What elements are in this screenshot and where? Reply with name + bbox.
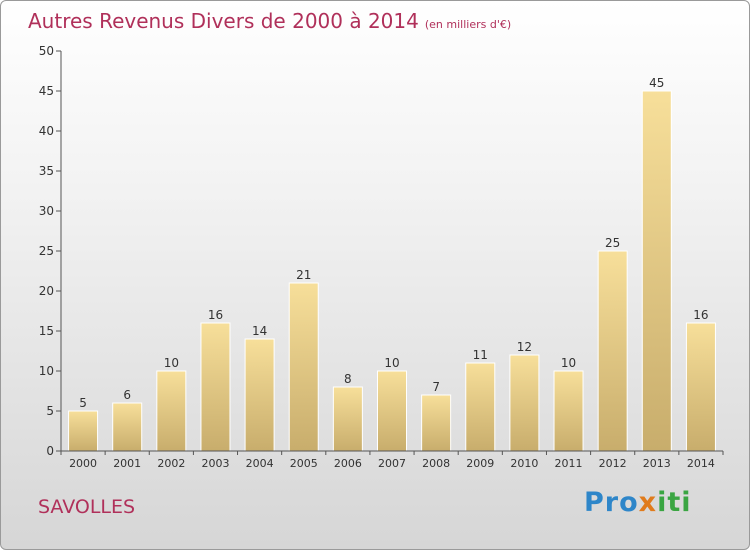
- data-label-2004: 14: [252, 324, 267, 338]
- data-label-2014: 16: [693, 308, 708, 322]
- x-tick-label-2012: 2012: [599, 457, 627, 470]
- bar-2011: [553, 370, 584, 452]
- bar-2008: [421, 394, 452, 452]
- y-tick-label-0: 0: [46, 444, 54, 458]
- bar-2010: [509, 354, 540, 452]
- y-tick-label-25: 25: [39, 244, 54, 258]
- bar-2007: [377, 370, 407, 452]
- x-tick-label-2001: 2001: [113, 457, 141, 470]
- x-tick-label-2009: 2009: [466, 457, 494, 470]
- data-label-2002: 10: [164, 356, 179, 370]
- x-tick-label-2013: 2013: [643, 457, 671, 470]
- data-label-2007: 10: [384, 356, 399, 370]
- y-tick-label-10: 10: [39, 364, 54, 378]
- data-label-2001: 6: [123, 388, 131, 402]
- logo-part-1: Pro: [584, 487, 639, 518]
- bar-2006: [332, 386, 363, 452]
- y-tick-label-50: 50: [39, 44, 54, 58]
- y-tick-label-15: 15: [39, 324, 54, 338]
- y-tick-label-5: 5: [46, 404, 54, 418]
- bar-2000: [68, 410, 99, 452]
- logo-part-2: x: [638, 487, 658, 518]
- bar-2002: [156, 370, 187, 452]
- data-label-2012: 25: [605, 236, 620, 250]
- x-tick-label-2004: 2004: [246, 457, 274, 470]
- logo-part-3: iti: [657, 487, 692, 518]
- x-tick-label-2005: 2005: [290, 457, 318, 470]
- location-label: SAVOLLES: [38, 496, 136, 518]
- x-tick-label-2003: 2003: [201, 457, 229, 470]
- data-label-2008: 7: [432, 380, 440, 394]
- chart-subtitle: (en milliers d'€): [424, 18, 512, 31]
- data-label-2006: 8: [344, 372, 352, 386]
- y-tick-label-45: 45: [39, 84, 54, 98]
- y-tick-label-35: 35: [39, 164, 54, 178]
- x-tick-label-2008: 2008: [422, 457, 450, 470]
- data-label-2009: 11: [473, 348, 488, 362]
- data-label-2013: 45: [649, 76, 664, 90]
- x-tick-label-2011: 2011: [555, 457, 583, 470]
- bar-2014: [685, 322, 716, 452]
- x-tick-label-2010: 2010: [510, 457, 538, 470]
- x-tick-label-2014: 2014: [687, 457, 715, 470]
- data-label-2010: 12: [517, 340, 532, 354]
- x-tick-label-2007: 2007: [378, 457, 406, 470]
- bar-2001: [112, 402, 143, 452]
- bar-2005: [288, 282, 319, 452]
- data-label-2000: 5: [79, 396, 87, 410]
- bar-2009: [465, 362, 496, 452]
- bar-2013: [641, 90, 672, 452]
- bar-2012: [597, 250, 628, 452]
- data-label-2003: 16: [208, 308, 223, 322]
- title-text: Autres Revenus Divers de 2000 à 2014: [28, 9, 419, 33]
- y-tick-label-30: 30: [39, 204, 54, 218]
- bar-2004: [244, 338, 275, 452]
- y-tick-label-40: 40: [39, 124, 54, 138]
- chart-title: Autres Revenus Divers de 2000 à 2014 (en …: [28, 9, 511, 33]
- x-tick-label-2002: 2002: [157, 457, 185, 470]
- x-tick-label-2000: 2000: [69, 457, 97, 470]
- bar-2003: [200, 322, 231, 452]
- data-label-2011: 10: [561, 356, 576, 370]
- y-tick-label-20: 20: [39, 284, 54, 298]
- proxiti-logo: Proxiti: [584, 487, 692, 518]
- x-tick-label-2006: 2006: [334, 457, 362, 470]
- data-label-2005: 21: [296, 268, 311, 282]
